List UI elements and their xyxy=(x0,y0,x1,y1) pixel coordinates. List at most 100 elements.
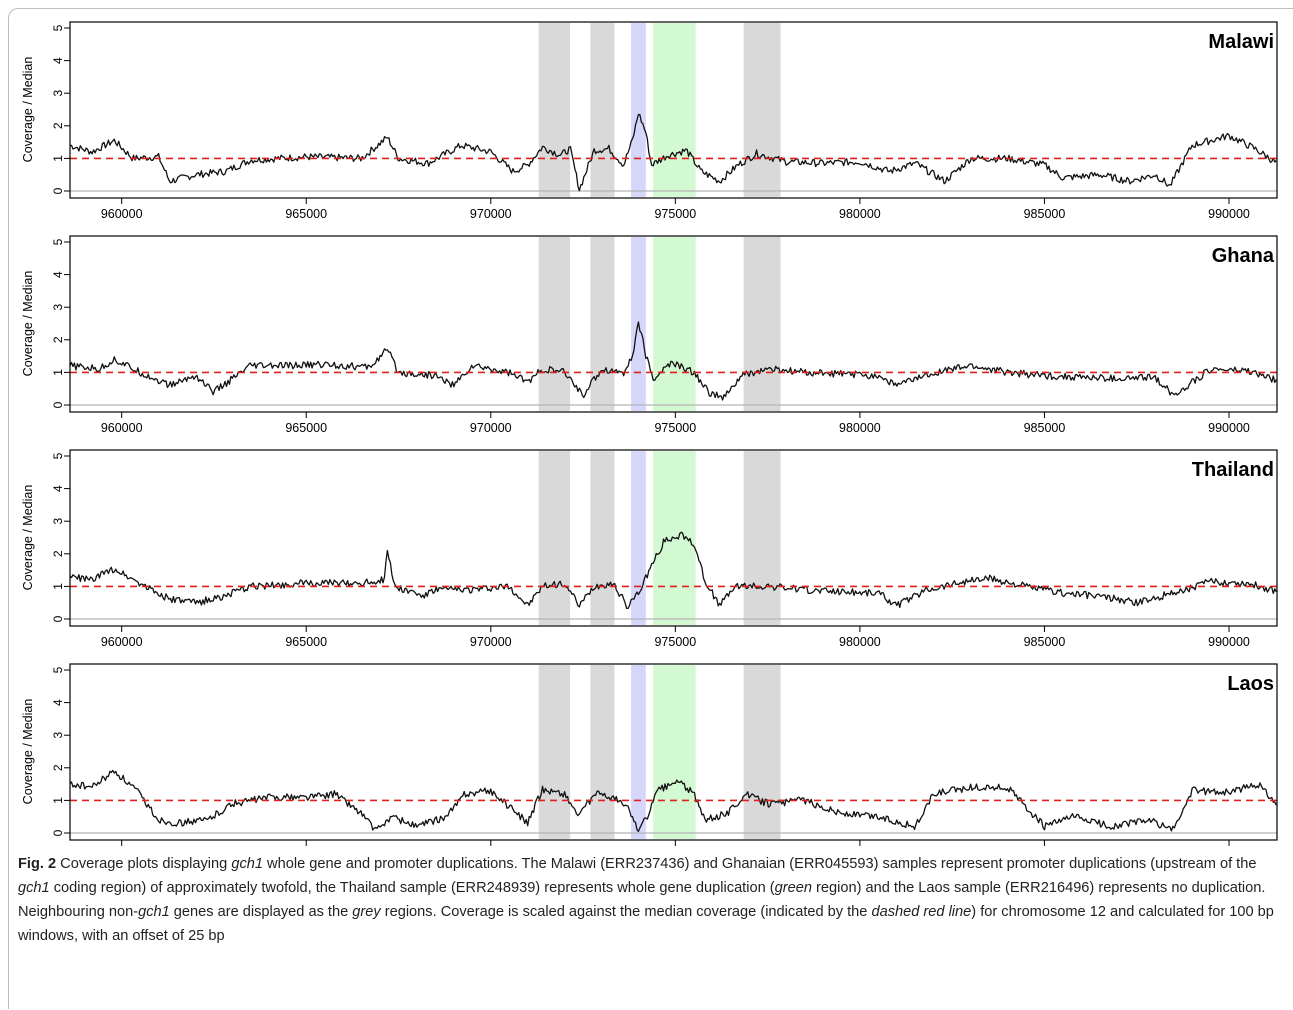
caption-text: whole gene and promoter duplications. Th… xyxy=(263,856,1257,872)
plot-frame xyxy=(69,663,1278,841)
y-tick-label: 2 xyxy=(51,336,65,343)
caption-italic-text: gch1 xyxy=(18,880,50,896)
gene-region xyxy=(653,665,696,839)
promoter-region xyxy=(631,23,646,197)
y-tick-label: 0 xyxy=(51,401,65,408)
y-tick-label: 5 xyxy=(51,24,65,31)
y-axis-label: Coverage / Median xyxy=(21,271,35,377)
y-tick-label: 0 xyxy=(51,829,65,836)
grey-region xyxy=(538,237,571,411)
x-tick-label: 975000 xyxy=(654,207,696,221)
x-tick-label: 965000 xyxy=(285,207,327,221)
y-tick-label: 5 xyxy=(51,666,65,673)
x-tick-label: 985000 xyxy=(1024,635,1066,649)
figure-caption: Fig. 2 Coverage plots displaying gch1 wh… xyxy=(18,852,1280,948)
caption-text: regions. Coverage is scaled against the … xyxy=(380,904,872,920)
caption-italic-text: grey xyxy=(352,904,381,920)
grey-region xyxy=(538,451,571,625)
y-tick-label: 1 xyxy=(51,369,65,376)
y-tick-label: 3 xyxy=(51,90,65,97)
panel-title: Laos xyxy=(1227,673,1274,695)
y-tick-label: 5 xyxy=(51,238,65,245)
y-tick-label: 4 xyxy=(51,271,65,278)
plot-frame xyxy=(69,235,1278,413)
x-tick-label: 960000 xyxy=(101,635,143,649)
x-tick-label: 975000 xyxy=(654,635,696,649)
grey-region xyxy=(538,23,571,197)
grey-region xyxy=(538,665,571,839)
figure-frame xyxy=(8,8,1293,1009)
x-tick-label: 985000 xyxy=(1024,421,1066,435)
x-tick-label: 975000 xyxy=(654,421,696,435)
x-tick-label: 960000 xyxy=(101,207,143,221)
caption-text: genes are displayed as the xyxy=(169,904,353,920)
coverage-panel: 0 1 2 3 4 5 Coverage / Median 960000 965000 97000… xyxy=(21,21,1278,221)
promoter-region xyxy=(631,451,646,625)
x-tick-label: 975000 xyxy=(654,849,696,850)
caption-italic-text: green xyxy=(774,880,812,896)
x-tick-label: 970000 xyxy=(470,635,512,649)
x-tick-label: 985000 xyxy=(1024,849,1066,850)
coverage-line xyxy=(70,321,1277,401)
grey-region xyxy=(743,665,781,839)
caption-text: ) for chromosome 12 and calculated for 1… xyxy=(18,904,1274,944)
x-tick-label: 960000 xyxy=(101,849,143,850)
y-tick-label: 1 xyxy=(51,797,65,804)
x-tick-label: 990000 xyxy=(1208,849,1250,850)
y-tick-label: 4 xyxy=(51,699,65,706)
panel-title: Malawi xyxy=(1208,31,1274,53)
x-tick-label: 980000 xyxy=(839,635,881,649)
x-tick-label: 990000 xyxy=(1208,207,1250,221)
y-axis-label: Coverage / Median xyxy=(21,699,35,805)
grey-region xyxy=(590,665,615,839)
x-tick-label: 965000 xyxy=(285,635,327,649)
grey-region xyxy=(743,237,781,411)
y-tick-label: 1 xyxy=(51,155,65,162)
caption-text: coding region) of approximately twofold,… xyxy=(49,880,775,896)
grey-region xyxy=(590,451,615,625)
x-tick-label: 970000 xyxy=(470,421,512,435)
y-tick-label: 3 xyxy=(51,518,65,525)
grey-region xyxy=(590,237,615,411)
x-tick-label: 970000 xyxy=(470,849,512,850)
plot-frame xyxy=(69,21,1278,199)
x-tick-label: 980000 xyxy=(839,421,881,435)
panel-title: Ghana xyxy=(1212,245,1275,267)
coverage-line xyxy=(70,769,1277,833)
x-tick-label: 985000 xyxy=(1024,207,1066,221)
y-tick-label: 2 xyxy=(51,550,65,557)
y-tick-label: 5 xyxy=(51,452,65,459)
y-tick-label: 4 xyxy=(51,485,65,492)
y-tick-label: 1 xyxy=(51,583,65,590)
y-tick-label: 0 xyxy=(51,187,65,194)
coverage-panel: 0 1 2 3 4 5 Coverage / Median 960000 965000 97000… xyxy=(21,235,1278,435)
x-tick-label: 970000 xyxy=(470,207,512,221)
caption-italic-text: gch1 xyxy=(138,904,170,920)
grey-region xyxy=(743,451,781,625)
x-tick-label: 990000 xyxy=(1208,635,1250,649)
panel-title: Thailand xyxy=(1192,459,1274,481)
y-axis-label: Coverage / Median xyxy=(21,57,35,163)
caption-italic-text: dashed red line xyxy=(871,904,972,920)
caption-text: Coverage plots displaying xyxy=(56,856,232,872)
grey-region xyxy=(743,23,781,197)
coverage-panel: 0 1 2 3 4 5 Coverage / Median 960000 965000 97000… xyxy=(21,449,1278,649)
y-tick-label: 4 xyxy=(51,57,65,64)
coverage-panel: 0 1 2 3 4 5 Coverage / Median 960000 965000 97000… xyxy=(21,663,1278,850)
x-tick-label: 965000 xyxy=(285,849,327,850)
x-tick-label: 990000 xyxy=(1208,421,1250,435)
figure-label: Fig. 2 xyxy=(18,856,57,872)
y-axis-label: Coverage / Median xyxy=(21,485,35,591)
x-tick-label: 980000 xyxy=(839,849,881,850)
x-tick-label: 960000 xyxy=(101,421,143,435)
grey-region xyxy=(590,23,615,197)
gene-region xyxy=(653,23,696,197)
gene-region xyxy=(653,237,696,411)
caption-italic-text: gch1 xyxy=(231,856,263,872)
y-tick-label: 3 xyxy=(51,304,65,311)
x-tick-label: 980000 xyxy=(839,207,881,221)
promoter-region xyxy=(631,665,646,839)
y-tick-label: 0 xyxy=(51,615,65,622)
coverage-plots: 0 1 2 3 4 5 Coverage / Median 960000 965000 97000… xyxy=(21,21,1278,850)
y-tick-label: 2 xyxy=(51,764,65,771)
